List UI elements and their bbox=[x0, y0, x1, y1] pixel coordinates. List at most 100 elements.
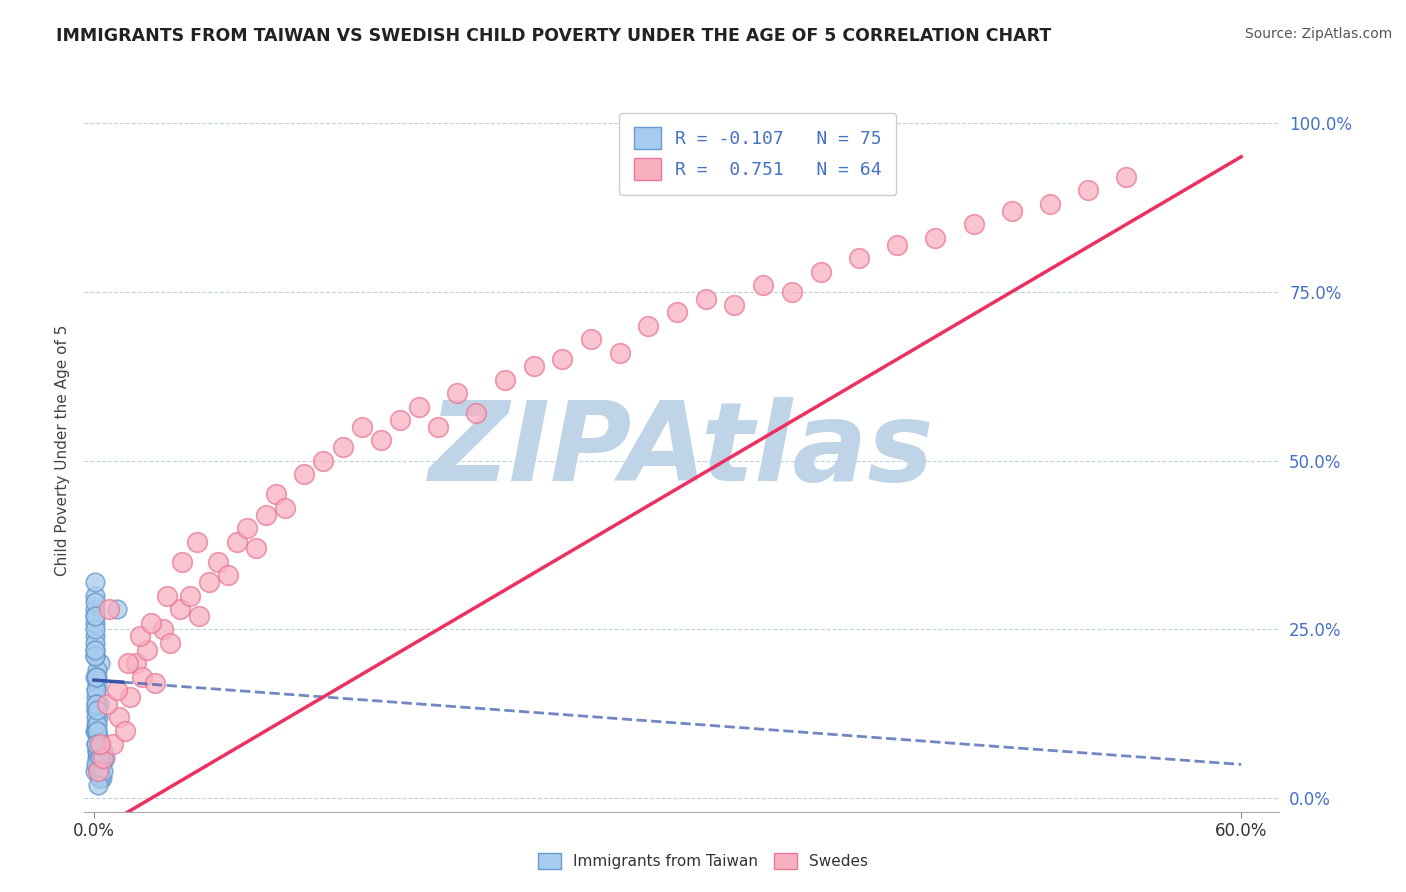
Point bbox=[90, 771, 112, 785]
Point bbox=[90, 750, 112, 764]
Point bbox=[93, 744, 115, 758]
Point bbox=[188, 608, 211, 623]
Point bbox=[226, 534, 249, 549]
Point bbox=[84, 723, 107, 738]
Point bbox=[169, 602, 191, 616]
Point bbox=[89, 656, 111, 670]
Point bbox=[107, 710, 129, 724]
Point bbox=[84, 737, 107, 751]
Point bbox=[388, 413, 411, 427]
Point bbox=[131, 670, 153, 684]
Point bbox=[89, 750, 111, 764]
Point bbox=[94, 750, 117, 764]
Point bbox=[87, 710, 110, 724]
Point bbox=[89, 771, 111, 785]
Point bbox=[89, 771, 111, 785]
Point bbox=[86, 670, 108, 684]
Point bbox=[117, 656, 139, 670]
Point bbox=[86, 676, 108, 690]
Point bbox=[87, 764, 110, 779]
Point bbox=[89, 764, 111, 779]
Point bbox=[83, 575, 105, 590]
Point bbox=[87, 750, 110, 764]
Point bbox=[924, 231, 946, 245]
Point bbox=[446, 386, 468, 401]
Point bbox=[370, 434, 392, 448]
Point bbox=[217, 568, 239, 582]
Point bbox=[170, 555, 193, 569]
Point bbox=[86, 737, 108, 751]
Point bbox=[86, 744, 108, 758]
Point bbox=[83, 595, 105, 609]
Point bbox=[637, 318, 659, 333]
Point bbox=[136, 642, 159, 657]
Point bbox=[551, 352, 574, 367]
Point bbox=[105, 602, 128, 616]
Point bbox=[84, 670, 107, 684]
Point bbox=[83, 649, 105, 664]
Point bbox=[1001, 203, 1024, 218]
Point bbox=[292, 467, 315, 481]
Point bbox=[86, 717, 108, 731]
Point bbox=[84, 757, 107, 772]
Point bbox=[86, 723, 108, 738]
Point bbox=[695, 292, 717, 306]
Point bbox=[86, 723, 108, 738]
Point bbox=[666, 305, 689, 319]
Point bbox=[848, 251, 870, 265]
Point bbox=[179, 589, 201, 603]
Point bbox=[83, 589, 105, 603]
Point bbox=[89, 764, 111, 779]
Point bbox=[114, 723, 136, 738]
Point bbox=[83, 608, 105, 623]
Point bbox=[332, 440, 354, 454]
Point bbox=[609, 345, 631, 359]
Point bbox=[87, 697, 110, 711]
Point bbox=[408, 400, 430, 414]
Legend: R = -0.107   N = 75, R =  0.751   N = 64: R = -0.107 N = 75, R = 0.751 N = 64 bbox=[619, 112, 896, 194]
Point bbox=[84, 703, 107, 717]
Point bbox=[155, 589, 177, 603]
Point bbox=[128, 629, 150, 643]
Point bbox=[105, 683, 128, 698]
Point bbox=[84, 710, 107, 724]
Point bbox=[752, 278, 775, 293]
Point bbox=[245, 541, 267, 556]
Point bbox=[96, 697, 118, 711]
Point bbox=[87, 731, 110, 745]
Point bbox=[83, 615, 105, 630]
Point bbox=[83, 649, 105, 664]
Point bbox=[186, 534, 208, 549]
Point bbox=[87, 750, 110, 764]
Point bbox=[886, 237, 908, 252]
Point bbox=[264, 487, 287, 501]
Point bbox=[83, 764, 105, 779]
Point bbox=[86, 703, 108, 717]
Point bbox=[84, 723, 107, 738]
Point bbox=[159, 636, 181, 650]
Point bbox=[84, 670, 107, 684]
Point bbox=[84, 697, 107, 711]
Point bbox=[86, 757, 108, 772]
Point bbox=[93, 750, 115, 764]
Point bbox=[1115, 169, 1137, 184]
Point bbox=[84, 690, 107, 704]
Text: ZIPAtlas: ZIPAtlas bbox=[429, 397, 935, 504]
Point bbox=[83, 642, 105, 657]
Point bbox=[1077, 184, 1099, 198]
Point bbox=[143, 676, 166, 690]
Point bbox=[87, 731, 110, 745]
Text: Source: ZipAtlas.com: Source: ZipAtlas.com bbox=[1244, 27, 1392, 41]
Point bbox=[89, 771, 111, 785]
Point bbox=[312, 453, 335, 467]
Point bbox=[89, 764, 111, 779]
Point bbox=[494, 373, 516, 387]
Point bbox=[83, 629, 105, 643]
Point bbox=[87, 757, 110, 772]
Point bbox=[83, 602, 105, 616]
Y-axis label: Child Poverty Under the Age of 5: Child Poverty Under the Age of 5 bbox=[55, 325, 70, 576]
Point bbox=[723, 298, 745, 312]
Point bbox=[523, 359, 546, 373]
Point bbox=[87, 778, 110, 792]
Point bbox=[83, 608, 105, 623]
